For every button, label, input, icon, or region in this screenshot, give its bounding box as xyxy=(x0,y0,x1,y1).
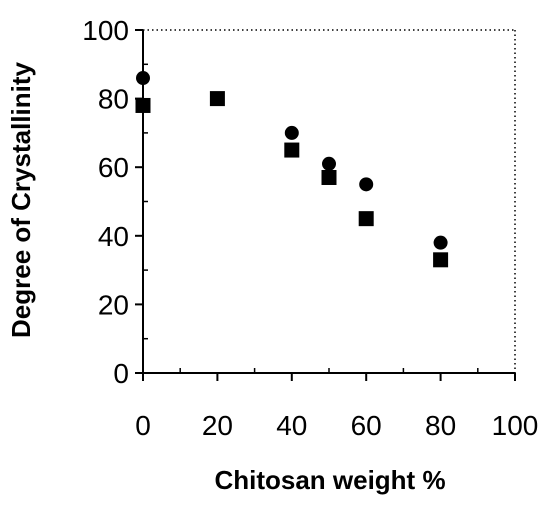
x-axis-ticks: 0 20 40 60 80 100 xyxy=(135,368,538,441)
square-marker xyxy=(284,142,300,158)
square-marker xyxy=(321,169,337,185)
circle-marker xyxy=(136,71,150,86)
y-tick-label: 100 xyxy=(82,15,129,46)
x-tick-label: 100 xyxy=(492,410,539,441)
square-marker xyxy=(358,211,374,227)
circle-marker xyxy=(284,125,299,140)
y-tick-label: 60 xyxy=(98,152,129,183)
y-tick-label: 80 xyxy=(98,84,129,115)
x-tick-label: 60 xyxy=(351,410,382,441)
square-marker xyxy=(433,252,449,268)
y-tick-label: 0 xyxy=(113,358,129,389)
x-tick-label: 20 xyxy=(202,410,233,441)
axes xyxy=(142,30,515,374)
y-axis-ticks: 0 20 40 60 80 100 xyxy=(82,15,148,389)
x-axis-title: Chitosan weight % xyxy=(214,465,445,495)
x-tick-label: 80 xyxy=(425,410,456,441)
y-tick-label: 20 xyxy=(98,289,129,320)
x-tick-label: 40 xyxy=(276,410,307,441)
circle-marker xyxy=(322,156,336,171)
data-markers xyxy=(135,71,449,268)
square-marker xyxy=(135,97,151,113)
square-marker xyxy=(209,91,225,107)
y-tick-label: 40 xyxy=(98,221,129,252)
y-axis-title: Degree of Crystallinity xyxy=(6,61,36,338)
circle-marker xyxy=(433,235,448,250)
circle-marker xyxy=(359,177,374,192)
plot-frame xyxy=(143,29,516,373)
x-tick-label: 0 xyxy=(135,410,151,441)
